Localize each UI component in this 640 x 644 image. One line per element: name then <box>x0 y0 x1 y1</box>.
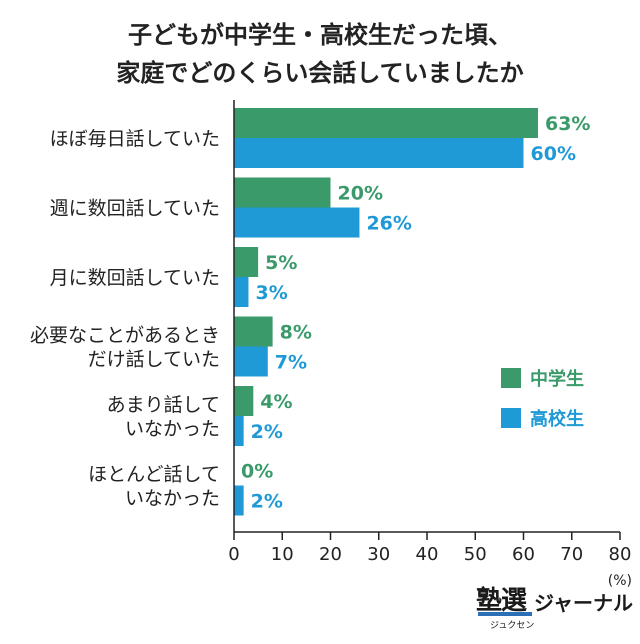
x-tick-label: 0 <box>228 544 239 565</box>
brand-journal: ジャーナル <box>534 591 633 615</box>
chart-title-line-1: 子どもが中学生・高校生だった頃、 <box>128 21 512 49</box>
chart-title: 子どもが中学生・高校生だった頃、 家庭でどのくらい会話していましたか <box>0 16 640 92</box>
legend-swatch <box>501 408 521 428</box>
category-labels: ほぼ毎日話していた週に数回話していた月に数回話していた必要なことがあるときだけ話… <box>30 128 220 510</box>
data-label: 26% <box>366 213 411 235</box>
data-label: 7% <box>275 352 307 374</box>
x-tick-label: 60 <box>512 544 535 565</box>
data-label: 63% <box>545 113 590 135</box>
legend-label: 中学生 <box>530 368 584 390</box>
category-label: だけ話していた <box>88 349 220 371</box>
legend-label: 高校生 <box>530 408 584 430</box>
x-axis: 0 10 20 30 40 50 60 70 80 (%) <box>228 100 632 589</box>
category-label: いなかった <box>125 418 220 440</box>
bar-junior-4 <box>234 386 254 416</box>
category-label: ほとんど話して <box>88 464 220 486</box>
bar-senior-5 <box>234 485 244 516</box>
data-label: 2% <box>251 421 283 443</box>
bar-senior-2 <box>234 277 249 307</box>
brand-logo-text: 塾選 <box>476 586 527 616</box>
bar-senior-3 <box>234 346 268 377</box>
data-label: 4% <box>260 391 292 413</box>
x-tick-label: 80 <box>609 544 632 565</box>
data-label: 2% <box>251 491 283 513</box>
legend-swatch <box>501 368 521 388</box>
bar-senior-4 <box>234 416 244 446</box>
category-label: あまり話して <box>107 394 220 416</box>
bar-junior-0 <box>234 108 538 138</box>
chart-title-line-2: 家庭でどのくらい会話していましたか <box>116 59 524 87</box>
x-tick-label: 30 <box>367 544 390 565</box>
x-unit-label: (%) <box>608 573 632 589</box>
x-tick-label: 40 <box>416 544 439 565</box>
bars-group: 63% 60% 20% 26% 5% 3% 8% 7% 4% 2% 0% 2% <box>234 108 590 516</box>
category-label: 月に数回話していた <box>50 267 220 289</box>
x-tick-label: 70 <box>560 544 583 565</box>
category-label: 週に数回話していた <box>50 198 220 220</box>
x-tick-label: 20 <box>319 544 342 565</box>
bar-senior-1 <box>234 207 360 238</box>
data-label: 3% <box>255 282 287 304</box>
category-label: いなかった <box>125 488 220 510</box>
brand-logo: 塾選 ジュクセン ジャーナル <box>476 580 636 640</box>
data-label: 0% <box>241 461 273 483</box>
bar-junior-1 <box>234 177 331 208</box>
brand-underline <box>478 612 532 616</box>
category-label: ほぼ毎日話していた <box>50 128 220 150</box>
data-label: 60% <box>531 143 576 165</box>
data-label: 20% <box>338 183 383 205</box>
x-tick-label: 10 <box>271 544 294 565</box>
bar-junior-2 <box>234 247 259 277</box>
category-label: 必要なことがあるとき <box>30 325 220 347</box>
data-label: 5% <box>265 252 297 274</box>
brand-logo-kana: ジュクセン <box>490 621 535 631</box>
data-label: 8% <box>280 322 312 344</box>
bar-junior-3 <box>234 316 273 347</box>
x-tick-label: 50 <box>464 544 487 565</box>
bar-senior-0 <box>234 138 524 168</box>
